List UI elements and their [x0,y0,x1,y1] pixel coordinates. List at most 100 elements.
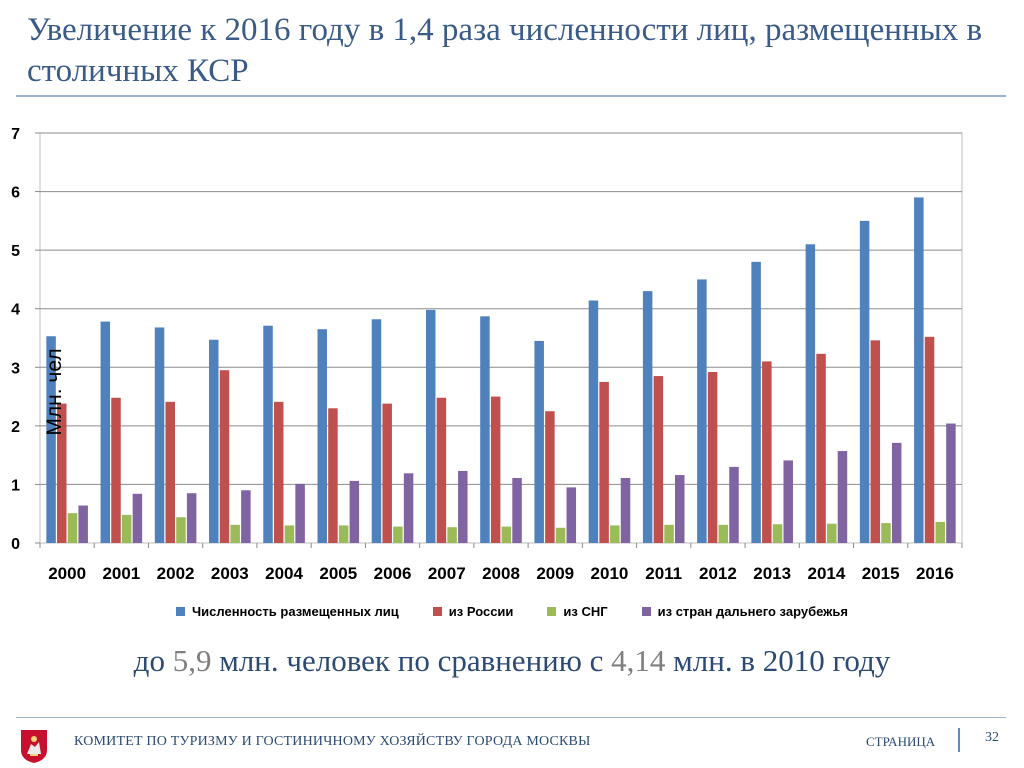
bar-2014-series-1 [805,244,816,544]
y-tick-label: 7 [11,126,20,143]
x-tick-label: 2009 [536,564,574,583]
bar-2001-series-1 [100,321,111,543]
note-prefix: до [133,643,173,678]
bar-2013-series-2 [762,361,772,543]
bar-2013-series-1 [751,261,761,543]
bar-2009-series-2 [545,411,555,543]
bar-2011-series-1 [642,291,653,543]
y-tick-label: 5 [11,243,20,260]
bar-2014-series-4 [837,451,848,543]
y-tick-label: 3 [11,360,20,377]
legend-item-2: из России [432,601,514,621]
note-value-2010: 4,14 [611,643,666,678]
legend-label: из стран дальнего зарубежья [657,603,848,619]
bar-2000-series-4 [78,505,88,543]
bar-2010-series-2 [599,381,609,543]
bar-2002-series-2 [165,401,175,543]
footer-page-label: СТРАНИЦА [866,734,936,749]
x-tick-label: 2015 [862,564,900,583]
bar-2013-series-4 [783,460,793,543]
bar-2001-series-2 [111,397,121,543]
x-tick-label: 2006 [374,564,412,583]
x-tick-label: 2008 [482,564,520,583]
bar-2013-series-3 [772,524,783,543]
bar-2012-series-4 [729,466,739,543]
bar-2003-series-3 [230,524,240,543]
bar-2002-series-3 [176,517,186,543]
bar-2012-series-1 [697,279,707,543]
page-title: Увеличение к 2016 году в 1,4 раза числен… [27,12,983,89]
page-number: 32 [985,730,999,745]
y-tick-label: 2 [11,419,20,436]
bar-2008-series-1 [480,316,490,543]
x-tick-label: 2016 [916,564,954,583]
bar-2005-series-4 [349,480,360,543]
legend-item-3: из СНГ [547,601,608,621]
bar-2005-series-2 [328,408,338,543]
x-tick-label: 2001 [102,564,140,583]
note-value-2016: 5,9 [172,643,212,678]
y-tick-label: 1 [11,477,20,494]
x-tick-label: 2003 [211,564,249,583]
x-tick-label: 2010 [591,564,629,583]
bar-2015-series-4 [891,442,902,543]
bar-2002-series-1 [154,327,165,543]
bar-2014-series-3 [827,523,837,543]
bar-2006-series-2 [382,403,392,543]
bar-2008-series-4 [512,477,522,543]
bar-2010-series-1 [588,300,599,543]
note-suffix: млн. в 2010 году [665,643,891,678]
y-tick-label: 4 [11,302,20,319]
y-tick-label: 0 [11,536,20,553]
bar-2007-series-2 [436,397,447,543]
legend-item-4: из стран дальнего зарубежья [641,601,848,621]
x-tick-label: 2011 [645,564,682,583]
x-tick-label: 2007 [428,564,466,583]
bar-2004-series-2 [273,401,284,543]
bar-2005-series-3 [338,525,349,543]
bar-2012-series-3 [718,524,729,543]
bar-2007-series-4 [458,470,468,543]
bar-2000-series-1 [46,336,56,543]
bar-2015-series-3 [881,523,891,543]
x-tick-label: 2004 [265,564,303,583]
x-tick-label: 2013 [753,564,791,583]
bar-2008-series-2 [490,396,501,543]
bar-2004-series-3 [284,525,295,543]
x-tick-label: 2005 [319,564,357,583]
bar-2003-series-4 [241,490,251,543]
bar-2002-series-4 [186,493,197,543]
legend-swatch [547,606,557,616]
legend-label: из СНГ [563,603,608,619]
x-tick-label: 2014 [807,564,845,583]
legend-item-1: Численность размещенных лиц [176,601,399,621]
y-axis-label: Млн. чел [43,348,66,435]
bar-2004-series-1 [263,325,273,543]
bar-2014-series-2 [816,353,826,543]
legend-swatch [641,606,651,616]
bar-2010-series-3 [610,525,620,543]
footer-separator [958,728,960,752]
bar-2016-series-4 [946,423,956,543]
bar-2009-series-4 [566,487,577,543]
bar-2005-series-1 [317,329,327,543]
bar-2011-series-2 [653,376,664,543]
bar-2011-series-3 [664,524,674,543]
moscow-coat-of-arms-icon [21,730,47,763]
legend-label: Численность размещенных лиц [192,603,399,619]
y-tick-label: 6 [11,185,20,202]
bar-2001-series-3 [121,514,132,543]
bar-2003-series-2 [219,370,230,543]
legend-label: из России [448,603,514,619]
title-divider [16,95,1006,97]
bar-2004-series-4 [295,483,305,543]
bar-2007-series-3 [447,527,457,543]
bar-2015-series-2 [870,340,881,543]
bar-2000-series-3 [67,513,78,543]
bar-2016-series-1 [914,197,924,543]
footer-organization: КОМИТЕТ ПО ТУРИЗМУ И ГОСТИНИЧНОМУ ХОЗЯЙС… [74,734,591,749]
bar-2009-series-1 [534,340,544,543]
summary-note: до 5,9 млн. человек по сравнению с 4,14 … [0,643,1024,679]
legend-swatch [432,606,442,616]
bar-2009-series-3 [555,527,566,543]
